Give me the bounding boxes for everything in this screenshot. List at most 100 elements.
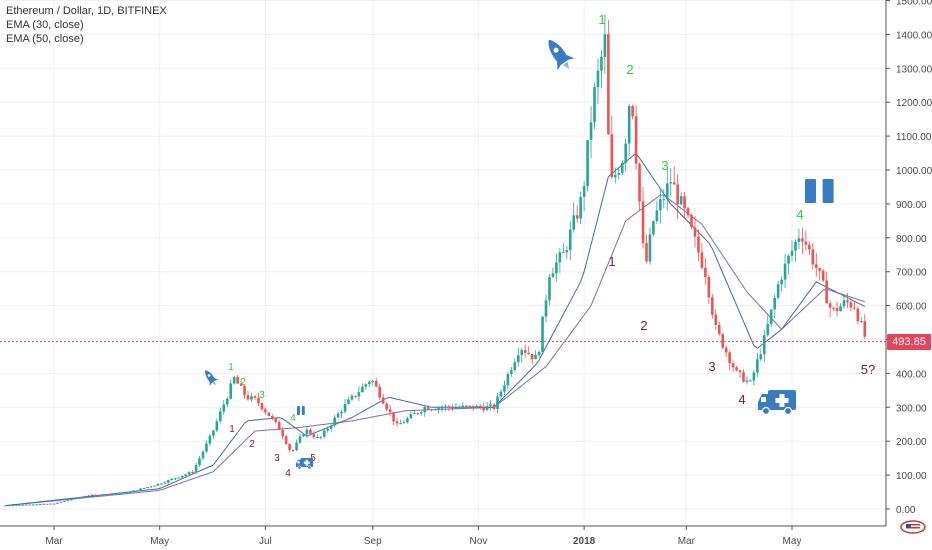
candle-body [579, 196, 582, 219]
y-tick-label: 100.00 [896, 471, 927, 482]
candle-body [839, 306, 842, 312]
candle-body [409, 414, 413, 419]
candle-body [749, 380, 752, 382]
candle-body [600, 56, 603, 71]
candle-body [52, 503, 56, 505]
grid [0, 0, 886, 526]
candle-body [70, 499, 73, 501]
candle-body [146, 486, 149, 488]
chart-title: Ethereum / Dollar, 1D, BITFINEX [6, 5, 167, 17]
candle-body [24, 504, 28, 506]
candle-body [513, 362, 517, 371]
candle-body [326, 428, 330, 431]
candle-body [461, 405, 465, 408]
candle-body [243, 385, 246, 396]
candle-body [264, 409, 267, 413]
candle-body [302, 434, 305, 437]
candle-body [631, 106, 634, 117]
wave-label-green-small: 1 [228, 362, 234, 373]
candle-body [354, 395, 357, 397]
candle-body [59, 501, 63, 503]
candle-body [627, 106, 631, 144]
candle-body [818, 268, 822, 271]
candle-body [14, 504, 18, 506]
candle-body [309, 429, 312, 435]
candle-body [471, 405, 475, 409]
candle-body [257, 397, 260, 404]
candle-body [381, 397, 385, 404]
candle-body [797, 238, 801, 242]
candle-body [406, 418, 409, 423]
candle-body [66, 500, 70, 502]
wave-label-red: 2 [640, 318, 647, 333]
pause-icon [297, 406, 305, 415]
candle-body [128, 491, 132, 494]
candle-body [80, 496, 84, 498]
candle-body [392, 412, 395, 422]
x-tick-label: Sep [364, 536, 382, 547]
candle-body [28, 504, 32, 506]
candle-body [458, 407, 461, 409]
candle-body [849, 302, 853, 308]
candle-body [347, 399, 350, 404]
candle-body [56, 502, 59, 504]
y-tick-label: 800.00 [896, 234, 927, 245]
candle-body [281, 429, 284, 437]
candle-body [510, 370, 513, 375]
candle-body [194, 464, 198, 473]
candle-body [232, 377, 236, 384]
candle-body [548, 277, 551, 301]
candle-body [523, 350, 527, 353]
candle-body [641, 201, 645, 244]
candle-body [402, 422, 406, 424]
candle-body [201, 451, 205, 459]
ema-50-layer [5, 194, 865, 507]
y-tick-label: 700.00 [896, 268, 927, 279]
y-tick-label: 1200.00 [896, 98, 932, 109]
candle-body [468, 405, 472, 407]
candle-body [558, 252, 562, 263]
candle-body [288, 443, 291, 450]
candle-body [177, 477, 181, 479]
candle-body [413, 413, 416, 415]
candle-body [340, 411, 343, 414]
candle-body [506, 374, 510, 386]
candle-body [659, 199, 662, 211]
candles-layer [4, 14, 867, 507]
candle-body [222, 404, 226, 412]
candle-body [173, 478, 177, 480]
candle-body [690, 215, 693, 228]
y-tick-label: 600.00 [896, 302, 927, 313]
candle-body [94, 494, 97, 496]
candle-body [752, 372, 756, 381]
candle-body [215, 421, 219, 431]
candle-body [679, 196, 683, 205]
ambulance-icon [296, 458, 314, 470]
candle-body [426, 407, 430, 410]
candle-body [423, 407, 427, 413]
y-tick-label: 1500.00 [896, 0, 932, 8]
candle-body [665, 183, 669, 200]
candle-body [662, 199, 666, 201]
wave-label-green: 4 [796, 207, 803, 222]
candle-body [700, 252, 704, 268]
candle-body [804, 241, 808, 245]
wave-label-red-small: 3 [274, 453, 280, 464]
candle-body [499, 391, 503, 397]
candle-body [156, 483, 160, 486]
candle-body [607, 34, 610, 135]
candle-body [295, 442, 298, 451]
candle-body [516, 355, 520, 363]
candle-body [73, 498, 77, 500]
candle-body [842, 300, 846, 307]
candle-body [832, 307, 835, 309]
candle-body [437, 407, 440, 410]
candle-body [104, 494, 108, 496]
candle-body [163, 482, 167, 484]
y-tick-label: 1000.00 [896, 166, 932, 177]
candle-body [575, 215, 579, 219]
candle-body [322, 430, 326, 437]
x-tick-label: Jul [259, 536, 272, 547]
candle-body [620, 162, 624, 173]
flag-logo-icon[interactable] [900, 520, 926, 534]
